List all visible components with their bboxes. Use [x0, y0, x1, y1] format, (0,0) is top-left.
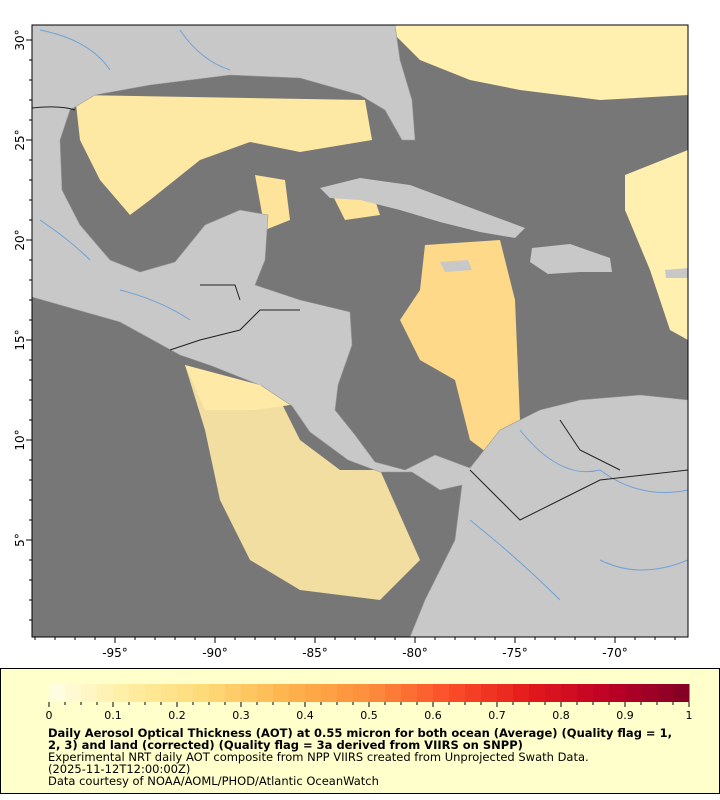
caption-credit: Data courtesy of NOAA/AOML/PHOD/Atlantic…: [48, 774, 379, 788]
colorbar-step: [481, 684, 498, 702]
lat-tick-label: 25°: [13, 129, 27, 150]
caption-subtitle: Experimental NRT daily AOT composite fro…: [48, 750, 589, 764]
country-borders: [32, 106, 688, 521]
caption-title-line1: Daily Aerosol Optical Thickness (AOT) at…: [48, 726, 672, 740]
lat-tick-label: 30°: [13, 29, 27, 50]
lon-tick-label: -75°: [502, 646, 528, 660]
colorbar-step: [625, 684, 642, 702]
colorbar-step: [97, 684, 114, 702]
colorbar-tick-label: 0.5: [360, 709, 378, 722]
land-mass: [32, 25, 688, 637]
colorbar-step: [561, 684, 578, 702]
lon-tick-label: -90°: [202, 646, 228, 660]
colorbar-step: [417, 684, 434, 702]
colorbar-step: [609, 684, 626, 702]
colorbar-step: [321, 684, 338, 702]
colorbar-step: [177, 684, 194, 702]
lon-tick-label: -70°: [602, 646, 628, 660]
aot-map: -95° -90° -85° -80° -75° -70° 30° 25° 20° 15° 10° 5…: [13, 24, 689, 660]
lon-tick-label: -80°: [402, 646, 428, 660]
colorbar-step: [225, 684, 242, 702]
colorbar-step: [209, 684, 226, 702]
colorbar-tick-label: 0.1: [104, 709, 122, 722]
colorbar-tick-label: 0.2: [168, 709, 186, 722]
caption-time: (2025-11-12T12:00:00Z): [48, 762, 191, 776]
colorbar-step: [289, 684, 306, 702]
lat-tick-label: 15°: [13, 329, 27, 350]
colorbar-step: [273, 684, 290, 702]
colorbar-step: [497, 684, 514, 702]
aot-ocean-patches: [75, 25, 688, 600]
colorbar-step: [305, 684, 322, 702]
colorbar-tick-label: 1: [686, 709, 693, 722]
colorbar-step: [401, 684, 418, 702]
colorbar-tick-label: 0.7: [488, 709, 506, 722]
lon-tick-label: -95°: [102, 646, 128, 660]
colorbar-step: [513, 684, 530, 702]
colorbar-step: [193, 684, 210, 702]
colorbar-step: [353, 684, 370, 702]
rivers: [39, 29, 688, 601]
map-frame: [31, 24, 689, 638]
colorbar-tick-label: 0: [46, 709, 53, 722]
colorbar-step: [81, 684, 98, 702]
colorbar-tick-label: 0.3: [232, 709, 250, 722]
colorbar-step: [337, 684, 354, 702]
land-hispaniola: [530, 244, 612, 274]
land-jamaica: [440, 260, 472, 272]
colorbar-step: [449, 684, 466, 702]
colorbar-tick-label: 0.9: [616, 709, 634, 722]
colorbar-tick-label: 0.6: [424, 709, 442, 722]
lat-tick-label: 20°: [13, 229, 27, 250]
land-puerto-rico: [665, 268, 688, 278]
colorbar-step: [433, 684, 450, 702]
lon-tick-label: -85°: [302, 646, 328, 660]
colorbar-step: [385, 684, 402, 702]
colorbar-step: [369, 684, 386, 702]
colorbar: 0 0.1 0.2 0.3 0.4 0.5 0.6 0.7 0.8 0.9 1: [46, 684, 693, 722]
colorbar-step: [145, 684, 162, 702]
colorbar-step: [257, 684, 274, 702]
colorbar-step: [65, 684, 82, 702]
caption-title-line2: 2, 3) and land (corrected) (Quality flag…: [48, 738, 523, 752]
colorbar-step: [545, 684, 562, 702]
colorbar-tick-label: 0.8: [552, 709, 570, 722]
colorbar-step: [673, 684, 690, 702]
land-yellow-coastal: [185, 365, 290, 410]
lat-tick-label: 10°: [13, 429, 27, 450]
colorbar-tick-label: 0.4: [296, 709, 314, 722]
colorbar-step: [113, 684, 130, 702]
colorbar-step: [577, 684, 594, 702]
colorbar-step: [593, 684, 610, 702]
colorbar-step: [241, 684, 258, 702]
colorbar-step: [129, 684, 146, 702]
land-cuba: [320, 178, 525, 238]
colorbar-step: [657, 684, 674, 702]
colorbar-step: [529, 684, 546, 702]
lat-tick-label: 5°: [13, 533, 27, 547]
colorbar-step: [465, 684, 482, 702]
colorbar-step: [49, 684, 66, 702]
colorbar-step: [161, 684, 178, 702]
colorbar-step: [641, 684, 658, 702]
legend-panel: 0 0.1 0.2 0.3 0.4 0.5 0.6 0.7 0.8 0.9 1 Daily Aero…: [0, 668, 720, 794]
